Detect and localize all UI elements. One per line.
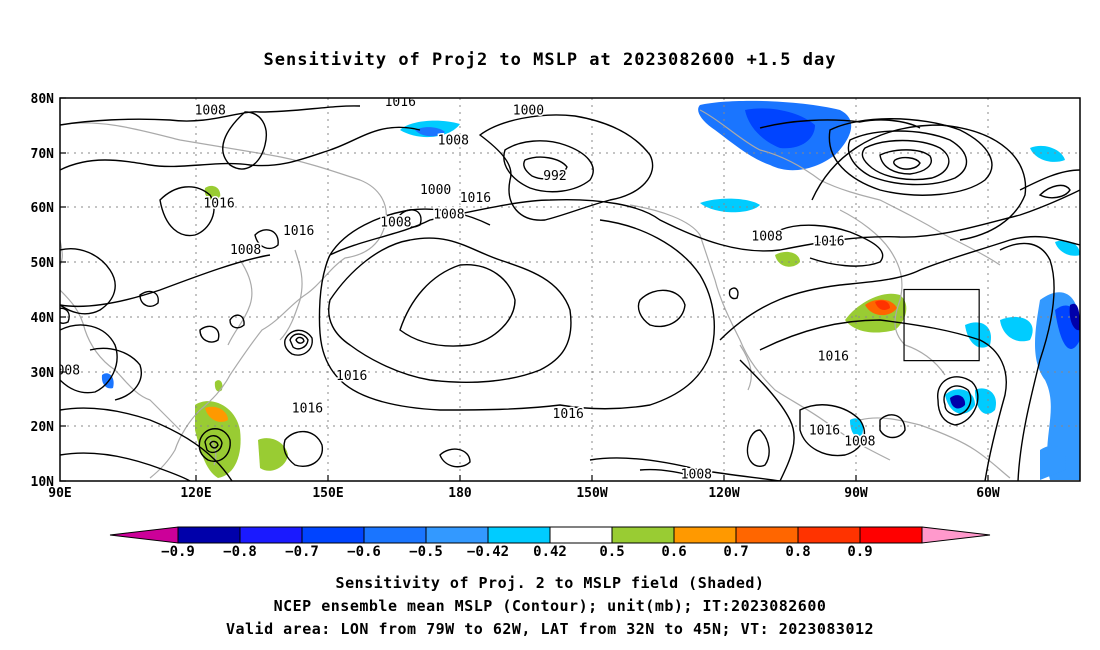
contour-label: 1008 — [433, 207, 464, 222]
colorbar-tick-label: 0.5 — [599, 544, 625, 560]
contour-label: 1016 — [336, 369, 367, 384]
contour-label: 1008 — [751, 229, 782, 244]
lat-label: 70N — [31, 147, 55, 162]
colorbar-segment — [109, 526, 179, 544]
lon-label: 180 — [448, 486, 472, 501]
colorbar-segment — [425, 526, 489, 544]
lon-label: 120E — [180, 486, 211, 501]
contour-label: 1008 — [230, 243, 261, 258]
colorbar-tick-label: 0.9 — [847, 544, 873, 560]
contour-label: 1008 — [49, 363, 80, 378]
contour-label: 1016 — [203, 196, 234, 211]
axis-ticks — [60, 97, 989, 482]
colorbar-segment — [549, 526, 613, 544]
contour-label: 1000 — [420, 183, 451, 198]
lat-label: 80N — [31, 92, 55, 107]
colorbar-segment — [177, 526, 241, 544]
contour-label: 1016 — [385, 95, 416, 110]
colorbar-segment — [859, 526, 923, 544]
lon-label: 150E — [312, 486, 343, 501]
colorbar-segment — [487, 526, 551, 544]
contour-label: 1008 — [380, 216, 411, 231]
colorbar-segment — [239, 526, 303, 544]
colorbar-segment — [301, 526, 365, 544]
footer-line-2: NCEP ensemble mean MSLP (Contour); unit(… — [273, 597, 827, 615]
shaded-sensitivity — [101, 100, 1080, 480]
colorbar-tick-label: −0.7 — [285, 544, 319, 560]
colorbar-segment — [735, 526, 799, 544]
lat-label: 10N — [31, 475, 55, 490]
lon-label: 60W — [976, 486, 1000, 501]
lat-label: 60N — [31, 201, 55, 216]
contour-label: 1016 — [292, 402, 323, 417]
colorbar-tick-label: −0.8 — [223, 544, 257, 560]
contour-label: 1008 — [844, 434, 875, 449]
lon-label: 90E — [48, 486, 71, 501]
colorbar-tick-label: 0.42 — [533, 544, 567, 560]
contour-label: 1000 — [513, 103, 544, 118]
contour-label: 1016 — [460, 191, 491, 206]
colorbar — [109, 526, 991, 544]
colorbar-segment — [673, 526, 737, 544]
contour-labels: 1008101610001008100010081016101610081008… — [49, 95, 877, 482]
colorbar-segment — [797, 526, 861, 544]
colorbar-tick-label: −0.42 — [466, 544, 510, 560]
colorbar-segment — [363, 526, 427, 544]
contour-label: 1008 — [681, 467, 712, 482]
colorbar-tick-label: 0.7 — [723, 544, 749, 560]
lat-label: 50N — [31, 256, 55, 271]
map-title: Sensitivity of Proj2 to MSLP at 20230826… — [263, 50, 837, 70]
colorbar-tick-label: −0.6 — [347, 544, 381, 560]
contour-label: 1008 — [438, 134, 469, 149]
valid-area-box — [903, 288, 980, 362]
lat-label: 20N — [31, 420, 55, 435]
mslp-contours — [60, 105, 1080, 481]
grid — [60, 98, 1080, 481]
lon-label: 120W — [708, 486, 739, 501]
contour-label: 1008 — [195, 103, 226, 118]
contour-label: 1016 — [813, 235, 844, 250]
colorbar-tick-label: −0.9 — [161, 544, 195, 560]
contour-label: 992 — [543, 169, 566, 184]
colorbar-tick-label: 0.6 — [661, 544, 687, 560]
lon-label: 90W — [844, 486, 868, 501]
lat-label: 30N — [31, 366, 55, 381]
colorbar-segment — [611, 526, 675, 544]
footer-line-1: Sensitivity of Proj. 2 to MSLP field (Sh… — [335, 574, 765, 592]
map-frame — [59, 97, 1081, 482]
contour-label: 1016 — [283, 224, 314, 239]
footer-line-3: Valid area: LON from 79W to 62W, LAT fro… — [225, 620, 875, 638]
colorbar-tick-label: 0.8 — [785, 544, 811, 560]
lon-label: 150W — [576, 486, 607, 501]
lat-label: 40N — [31, 311, 55, 326]
colorbar-tick-label: −0.5 — [409, 544, 443, 560]
contour-label: 1016 — [553, 407, 584, 422]
contour-label: 1016 — [809, 423, 840, 438]
contour-label: 1016 — [818, 350, 849, 365]
colorbar-segment — [921, 526, 991, 544]
